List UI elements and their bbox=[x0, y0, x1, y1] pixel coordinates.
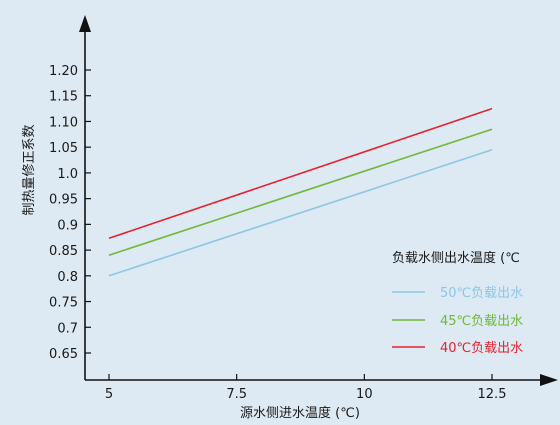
y-tick-label: 0.75 bbox=[49, 296, 78, 311]
axes bbox=[79, 15, 558, 386]
x-tick-label: 10 bbox=[356, 387, 373, 402]
y-tick-label: 1.05 bbox=[49, 141, 78, 156]
y-tick-label: 0.65 bbox=[49, 347, 78, 362]
legend-title: 负载水侧出水温度 (℃ bbox=[392, 250, 520, 266]
series-line-2 bbox=[108, 128, 493, 256]
y-tick-label: 1.15 bbox=[49, 90, 78, 105]
y-tick-label: 0.7 bbox=[57, 321, 78, 336]
y-tick-label: 0.8 bbox=[57, 270, 78, 285]
x-ticks: 5 7.5 10 12.5 bbox=[105, 374, 507, 402]
legend: 负载水侧出水温度 (℃ 50℃负载出水 45℃负载出水 40℃负载出水 bbox=[392, 250, 523, 356]
x-axis-arrow bbox=[540, 374, 558, 386]
y-ticks: 0.65 0.7 0.75 0.8 0.85 0.9 0.95 1.0 1.05 1.10 1.15… bbox=[49, 64, 91, 362]
y-tick-label: 1.10 bbox=[49, 115, 78, 130]
x-tick-label: 7.5 bbox=[226, 387, 247, 402]
x-tick-label: 12.5 bbox=[478, 387, 507, 402]
y-axis-arrow bbox=[79, 15, 91, 32]
y-tick-label: 0.85 bbox=[49, 244, 78, 259]
y-tick-label: 1.0 bbox=[57, 167, 78, 182]
legend-label-1: 50℃负载出水 bbox=[440, 286, 523, 301]
series-line-3 bbox=[108, 107, 493, 240]
series-line-1 bbox=[108, 149, 493, 277]
y-tick-label: 0.9 bbox=[57, 218, 78, 233]
series-lines bbox=[108, 107, 493, 277]
y-tick-label: 1.20 bbox=[49, 64, 78, 79]
x-tick-label: 5 bbox=[105, 387, 113, 402]
y-tick-label: 0.95 bbox=[49, 193, 78, 208]
y-axis-title: 制热量修正系数 bbox=[22, 124, 37, 215]
legend-label-2: 45℃负载出水 bbox=[440, 314, 523, 329]
legend-label-3: 40℃负载出水 bbox=[440, 341, 523, 356]
x-axis-title: 源水侧进水温度 (℃) bbox=[240, 405, 360, 421]
